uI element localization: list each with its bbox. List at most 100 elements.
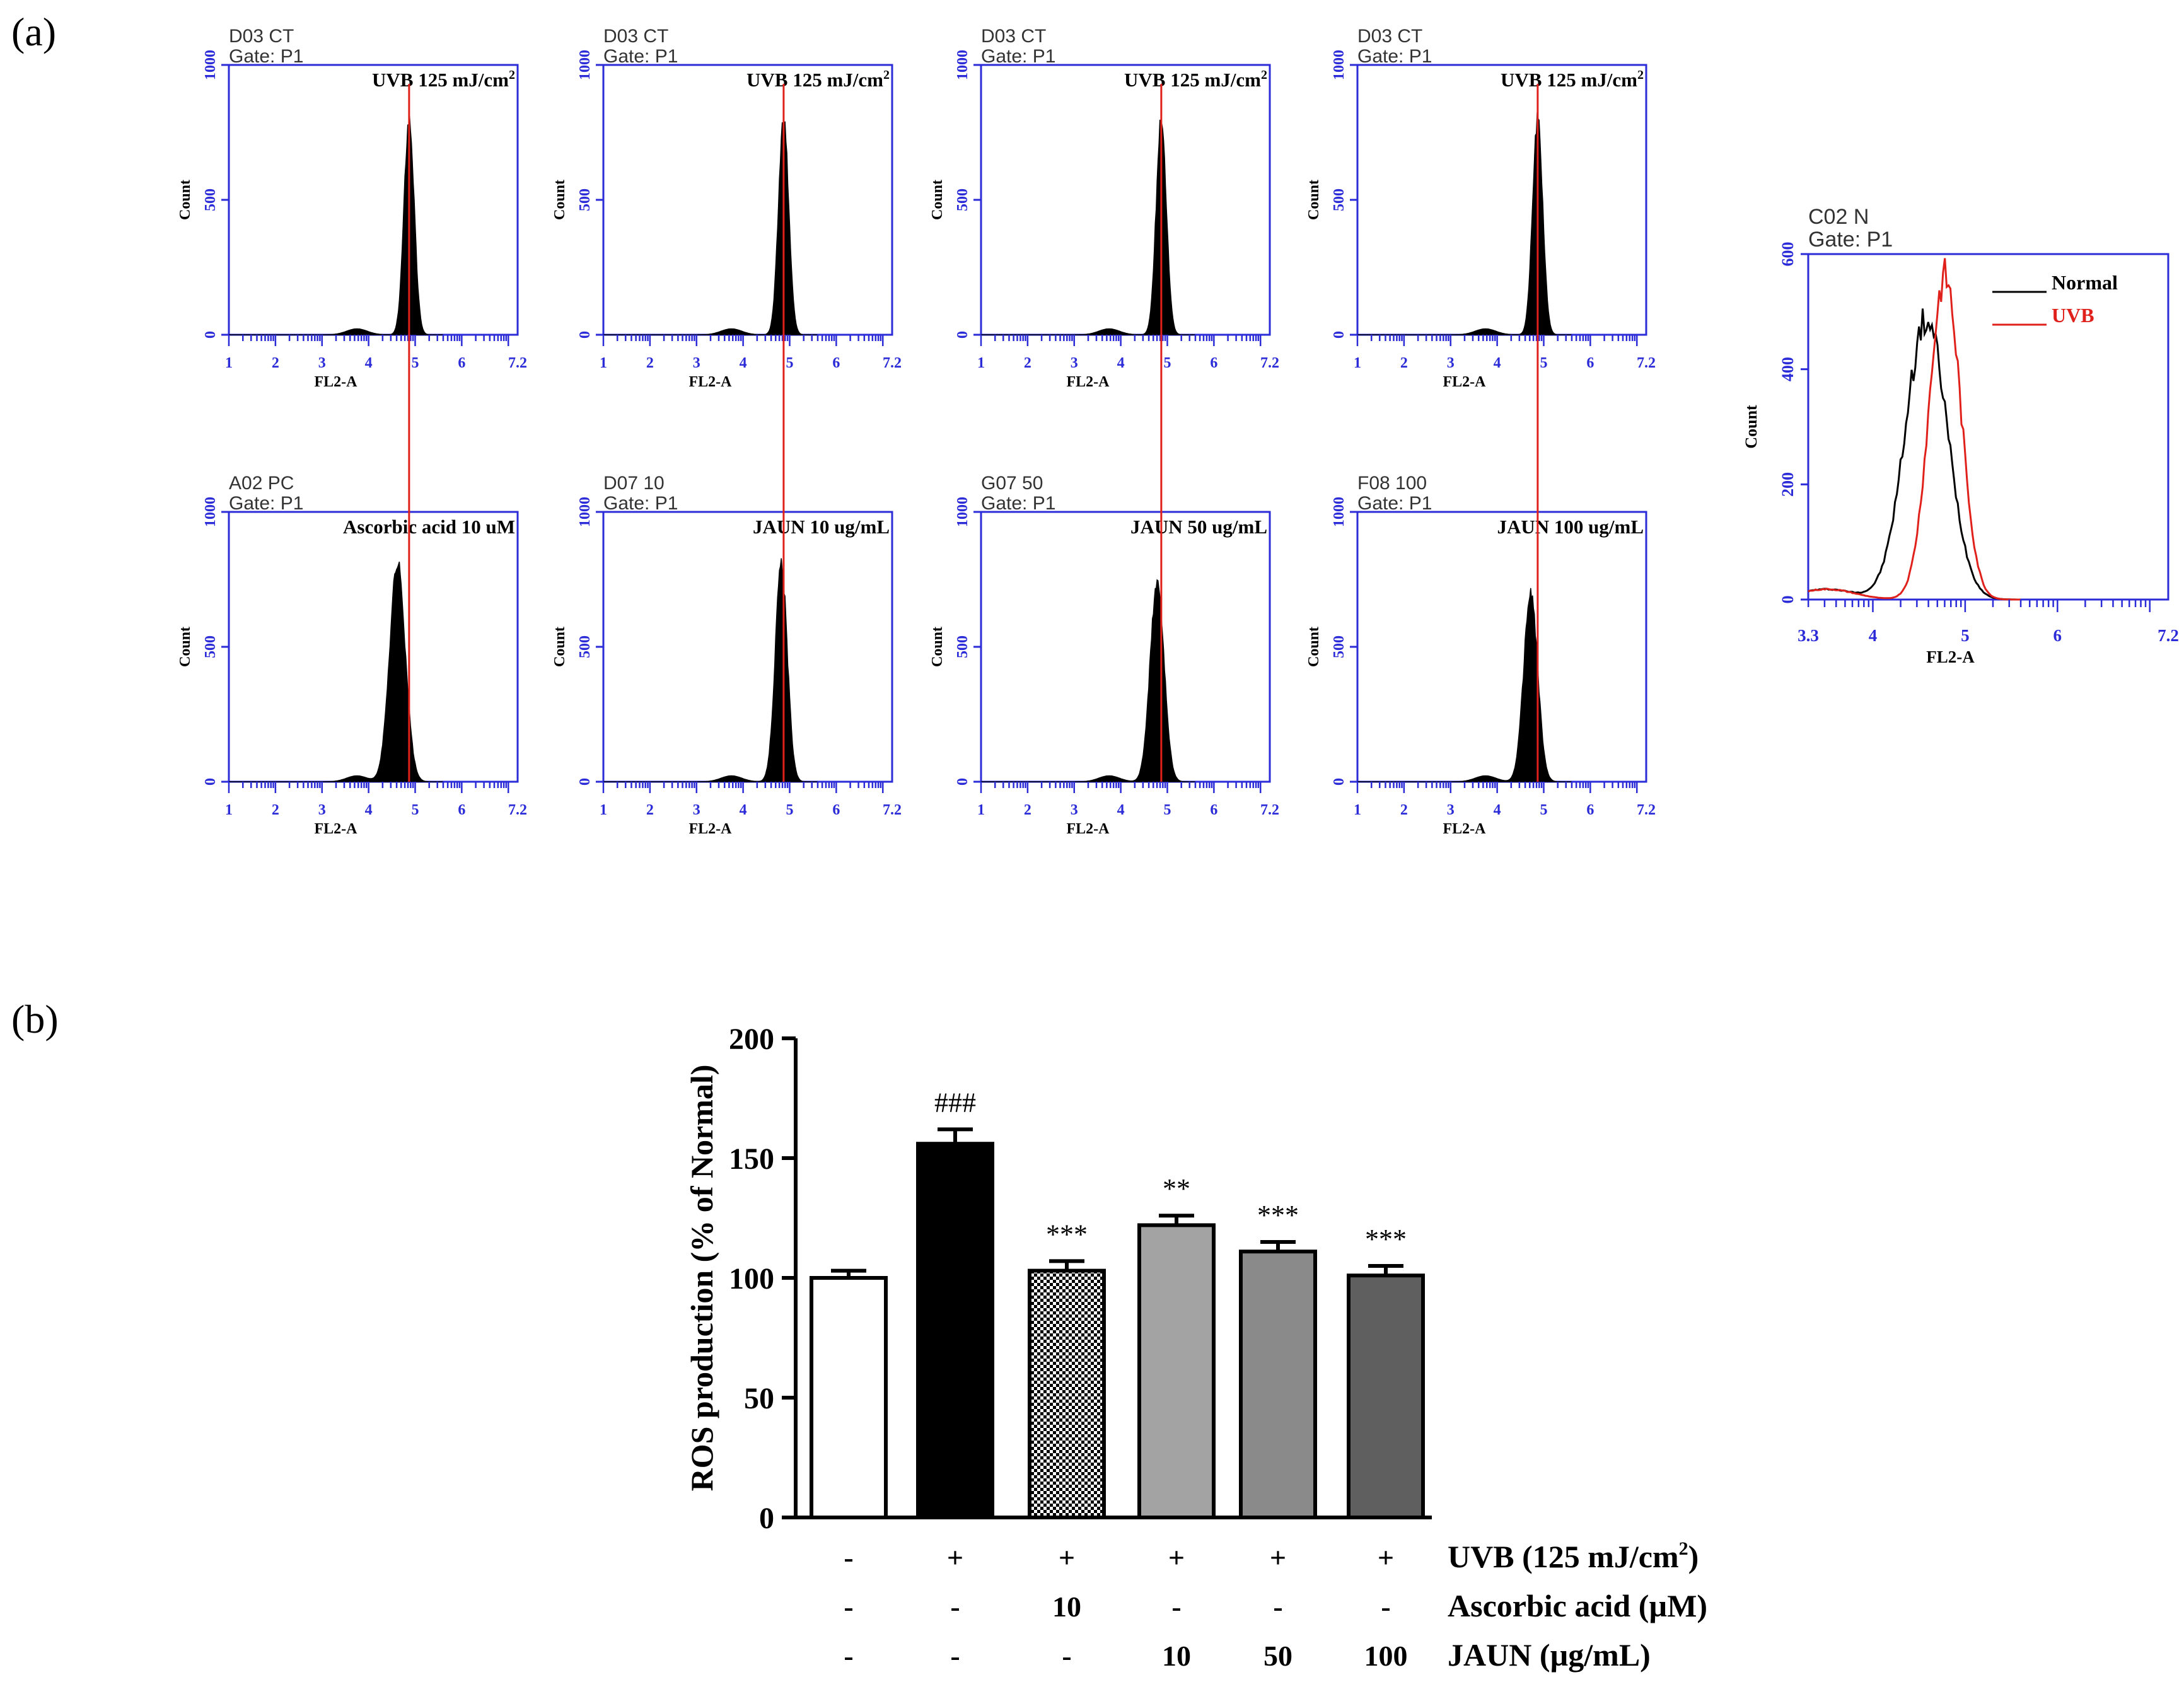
x-axis-label: FL2-A (688, 374, 732, 390)
gate-label: Gate: P1 (229, 493, 303, 514)
legend-label: Normal (2052, 271, 2118, 294)
sample-name: D03 CT (603, 26, 668, 47)
overlay-sample-name: C02 N (1808, 205, 1869, 229)
y-tick-label: 500 (955, 635, 971, 658)
significance-marker: ** (1163, 1173, 1190, 1204)
x-tick-label: 6 (1210, 355, 1217, 371)
y-tick-label: 500 (202, 635, 219, 658)
panel-b-label: (b) (11, 997, 59, 1041)
y-tick-label: 1000 (202, 50, 219, 80)
x-tick-label: 5 (786, 802, 793, 818)
bar (916, 1142, 994, 1519)
treatment-value: - (1062, 1640, 1071, 1672)
treatment-value: - (950, 1591, 960, 1623)
x-tick-label: 4 (365, 802, 373, 818)
x-tick-label: 7.2 (1260, 355, 1279, 371)
y-tick-label: 0 (577, 331, 593, 339)
sample-name: D03 CT (229, 26, 294, 47)
x-tick-label: 4 (1494, 355, 1501, 371)
annotation-superscript: 2 (1637, 68, 1644, 82)
y-tick-label: 500 (955, 188, 971, 211)
y-axis-label: Count (177, 627, 194, 667)
x-tick-label: 6 (2053, 626, 2062, 645)
x-axis-label: FL2-A (1066, 821, 1110, 837)
treatment-value: - (1273, 1591, 1282, 1623)
y-tick-label: 400 (1779, 357, 1797, 381)
gate-label: Gate: P1 (603, 493, 678, 514)
x-tick-label: 1 (1354, 355, 1361, 371)
overlay-series-line (1808, 258, 2021, 601)
x-tick-label: 2 (646, 802, 654, 818)
row-label-tail: ) (1688, 1539, 1699, 1574)
x-tick-label: 5 (1163, 355, 1171, 371)
x-tick-label: 1 (225, 355, 233, 371)
y-tick-label: 600 (1779, 242, 1797, 267)
y-tick-label: 50 (744, 1382, 774, 1415)
gate-label: Gate: P1 (1357, 46, 1432, 67)
gate-label: Gate: P1 (981, 493, 1055, 514)
x-tick-label: 7.2 (508, 355, 527, 371)
y-tick-label: 150 (729, 1142, 774, 1176)
x-tick-label: 4 (1117, 802, 1125, 818)
sample-annotation: UVB 125 mJ/cm2 (1501, 68, 1644, 91)
y-axis-label: ROS production (% of Normal) (684, 1065, 719, 1492)
x-tick-label: 6 (1586, 355, 1594, 371)
y-tick-label: 0 (955, 778, 971, 786)
y-axis-label: Count (929, 180, 946, 220)
y-tick-label: 200 (729, 1023, 774, 1056)
x-tick-label: 6 (832, 802, 840, 818)
x-tick-label: 1 (600, 355, 607, 371)
y-tick-label: 1000 (955, 50, 971, 80)
gate-label: Gate: P1 (229, 46, 303, 67)
x-tick-label: 5 (786, 355, 793, 371)
x-tick-label: 5 (411, 355, 419, 371)
plot-frame (1356, 511, 1647, 783)
overlay-gate-label: Gate: P1 (1808, 228, 1893, 252)
y-tick-label: 0 (202, 778, 219, 786)
x-tick-label: 3.3 (1798, 626, 1819, 645)
y-axis-label: Count (552, 627, 568, 667)
sample-annotation: JAUN 50 ug/mL (1130, 516, 1267, 538)
histogram-area (1357, 112, 1572, 335)
x-tick-label: 2 (272, 355, 279, 371)
x-axis-label: FL2-A (1926, 647, 1975, 666)
y-tick-label: 200 (1779, 472, 1797, 497)
x-tick-label: 6 (458, 355, 465, 371)
bar (1137, 1223, 1216, 1520)
y-tick-label: 0 (577, 778, 593, 786)
plot-frame (228, 511, 519, 783)
plot-frame (228, 64, 519, 336)
sample-name: D03 CT (1357, 26, 1422, 47)
x-tick-label: 5 (1961, 626, 1970, 645)
treatment-value: - (950, 1640, 960, 1672)
x-tick-label: 2 (1024, 355, 1031, 371)
treatment-value: + (947, 1541, 963, 1574)
y-tick-label: 100 (729, 1262, 774, 1296)
x-tick-label: 1 (1354, 802, 1361, 818)
x-tick-label: 7.2 (883, 802, 902, 818)
x-tick-label: 7.2 (1637, 802, 1656, 818)
x-tick-label: 2 (1400, 802, 1408, 818)
sample-name: G07 50 (981, 473, 1043, 494)
x-tick-label: 1 (977, 355, 985, 371)
bar (1347, 1273, 1425, 1519)
x-tick-label: 7.2 (1637, 355, 1656, 371)
annotation-superscript: 2 (883, 68, 890, 82)
x-tick-label: 6 (458, 802, 465, 818)
treatment-value: 10 (1162, 1640, 1191, 1672)
y-tick-label: 1000 (1331, 50, 1347, 80)
x-tick-label: 6 (1210, 802, 1217, 818)
x-tick-label: 3 (1071, 355, 1078, 371)
x-tick-label: 1 (225, 802, 233, 818)
treatment-value: 50 (1263, 1640, 1292, 1672)
x-tick-label: 5 (1540, 802, 1547, 818)
treatment-value: - (1381, 1591, 1390, 1623)
x-tick-label: 2 (272, 802, 279, 818)
histogram-area (981, 579, 1195, 782)
plot-frame (980, 511, 1271, 783)
significance-marker: *** (1365, 1224, 1407, 1255)
